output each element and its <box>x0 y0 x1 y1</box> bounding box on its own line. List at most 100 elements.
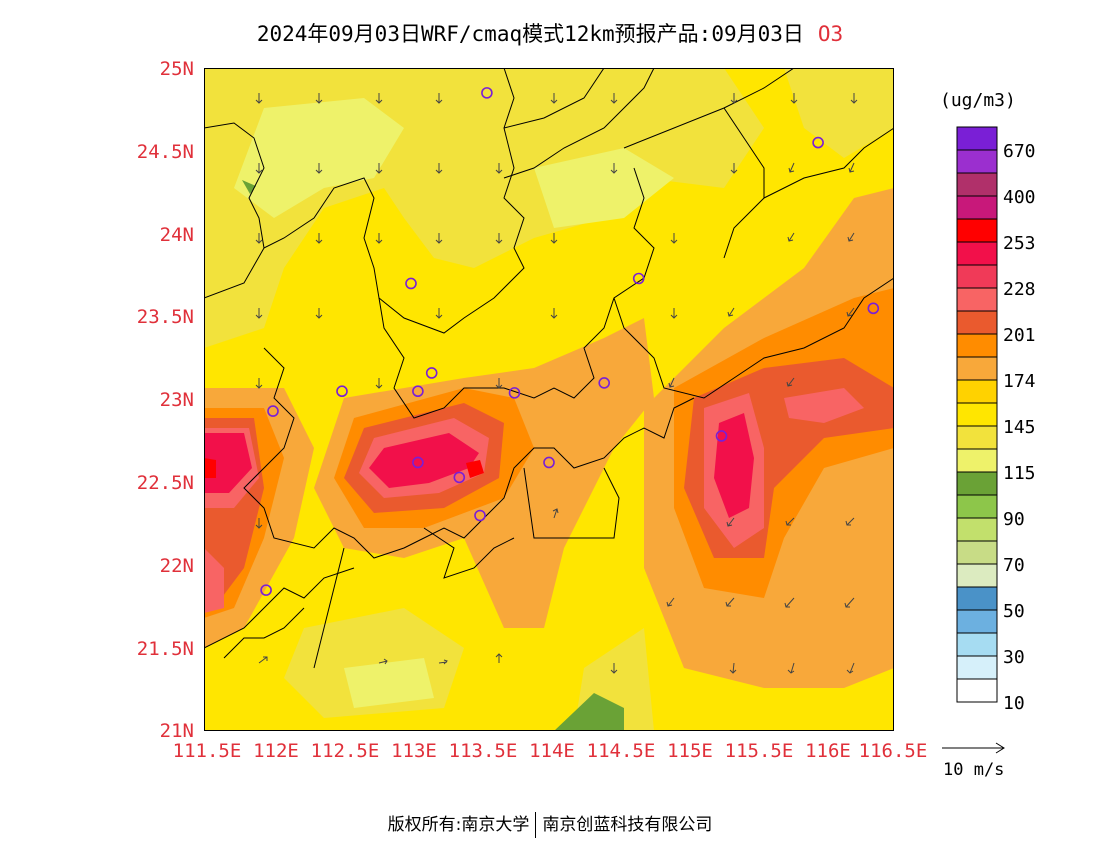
field-pale-ne <box>784 68 894 158</box>
legend-swatch <box>956 402 998 427</box>
field-crimson-east <box>714 413 754 518</box>
legend-swatch <box>956 609 998 634</box>
legend-label: 228 <box>1003 279 1036 300</box>
station-marker <box>412 456 424 469</box>
map-border <box>204 68 894 731</box>
legend-label: 115 <box>1003 463 1036 484</box>
legend-label: 30 <box>1003 647 1025 668</box>
station-marker <box>425 367 438 379</box>
lon-label: 115E <box>667 740 713 762</box>
reference-vector-label: 10 m/s <box>943 760 1005 780</box>
lat-label: 22N <box>159 555 194 577</box>
station-marker <box>632 272 645 285</box>
station-marker <box>543 456 555 469</box>
lat-label: 23.5N <box>136 306 194 328</box>
legend-swatch <box>956 149 998 174</box>
boundary-lines <box>204 68 894 669</box>
legend-swatch <box>956 517 998 542</box>
station-marker <box>481 87 493 99</box>
legend-label: 50 <box>1003 601 1025 622</box>
legend-swatch <box>956 494 998 519</box>
field-red-center <box>466 460 484 478</box>
legend-swatch <box>956 563 998 588</box>
lon-label: 113E <box>391 740 437 762</box>
legend-label: 400 <box>1003 187 1036 208</box>
station-marker <box>598 377 611 389</box>
lon-label: 111.5E <box>172 740 242 762</box>
lon-label: 114.5E <box>586 740 656 762</box>
field-lightpale-south <box>344 658 434 708</box>
copyright-owner: 版权所有:南京大学 <box>387 815 530 835</box>
station-marker <box>812 136 824 149</box>
legend-swatch <box>956 425 998 450</box>
copyright-company: 南京创蓝科技有限公司 <box>542 815 713 835</box>
field-red-west <box>204 458 216 478</box>
legend-label: 201 <box>1003 325 1036 346</box>
forecast-map <box>204 68 894 731</box>
title-text: 2024年09月03日WRF/cmaq模式12km预报产品:09月03日 <box>256 22 804 46</box>
lon-label: 116E <box>805 740 851 762</box>
pollutant-label: O3 <box>817 22 844 46</box>
legend-label: 174 <box>1003 371 1036 392</box>
station-marker <box>412 385 424 398</box>
legend-color-boxes <box>956 126 998 703</box>
lat-label: 25N <box>159 58 194 80</box>
map-title: 2024年09月03日WRF/cmaq模式12km预报产品:09月03日 O3 <box>0 18 1100 48</box>
legend-swatch <box>956 241 998 266</box>
lon-label: 115.5E <box>724 740 794 762</box>
lon-label: 114E <box>529 740 575 762</box>
concentration-field <box>204 68 894 731</box>
legend-swatch <box>956 632 998 657</box>
lat-label: 21.5N <box>136 638 194 660</box>
legend-swatch <box>956 126 998 151</box>
lat-label: 24.5N <box>136 141 194 163</box>
lon-label: 112.5E <box>310 740 380 762</box>
legend-swatch <box>956 333 998 358</box>
legend-swatch <box>956 195 998 220</box>
legend-swatch <box>956 218 998 243</box>
copyright-separator <box>535 812 537 838</box>
legend-unit: (ug/m3) <box>940 90 1016 111</box>
reference-vector-arrow <box>942 742 1005 754</box>
lat-label: 23N <box>159 389 194 411</box>
copyright-line: 版权所有:南京大学 南京创蓝科技有限公司 <box>0 810 1100 838</box>
station-marker <box>715 430 728 442</box>
station-marker <box>508 387 521 399</box>
field-salmon-west2 <box>204 548 224 613</box>
field-crimson-center <box>369 433 479 488</box>
legend-label: 90 <box>1003 509 1025 530</box>
station-marker <box>405 277 417 290</box>
legend-label: 70 <box>1003 555 1025 576</box>
monitoring-stations <box>260 87 880 596</box>
legend-swatch <box>956 678 998 703</box>
legend-swatch <box>956 448 998 473</box>
legend-swatch <box>956 540 998 565</box>
station-marker <box>267 405 279 417</box>
field-salmon-east2 <box>784 388 864 423</box>
field-green-south <box>554 693 624 731</box>
legend-swatch <box>956 310 998 335</box>
legend-swatch <box>956 655 998 680</box>
station-marker <box>260 584 272 596</box>
station-marker <box>867 302 880 315</box>
legend-swatch <box>956 379 998 404</box>
wind-arrows <box>255 93 858 674</box>
field-lightpale-north <box>234 98 404 218</box>
station-marker <box>336 385 348 398</box>
lat-label: 22.5N <box>136 472 194 494</box>
legend-label: 253 <box>1003 233 1036 254</box>
station-marker <box>453 471 466 484</box>
legend-swatch <box>956 586 998 611</box>
lon-label: 112E <box>253 740 299 762</box>
lon-label: 116.5E <box>858 740 928 762</box>
legend-swatch <box>956 287 998 312</box>
legend-swatch <box>956 471 998 496</box>
legend-label: 10 <box>1003 693 1025 714</box>
lon-label: 113.5E <box>448 740 518 762</box>
lat-label: 21N <box>159 720 194 742</box>
color-legend <box>956 126 998 703</box>
legend-swatch <box>956 264 998 289</box>
legend-label: 145 <box>1003 417 1036 438</box>
lat-label: 24N <box>159 224 194 246</box>
field-lightpale-north2 <box>534 148 674 228</box>
